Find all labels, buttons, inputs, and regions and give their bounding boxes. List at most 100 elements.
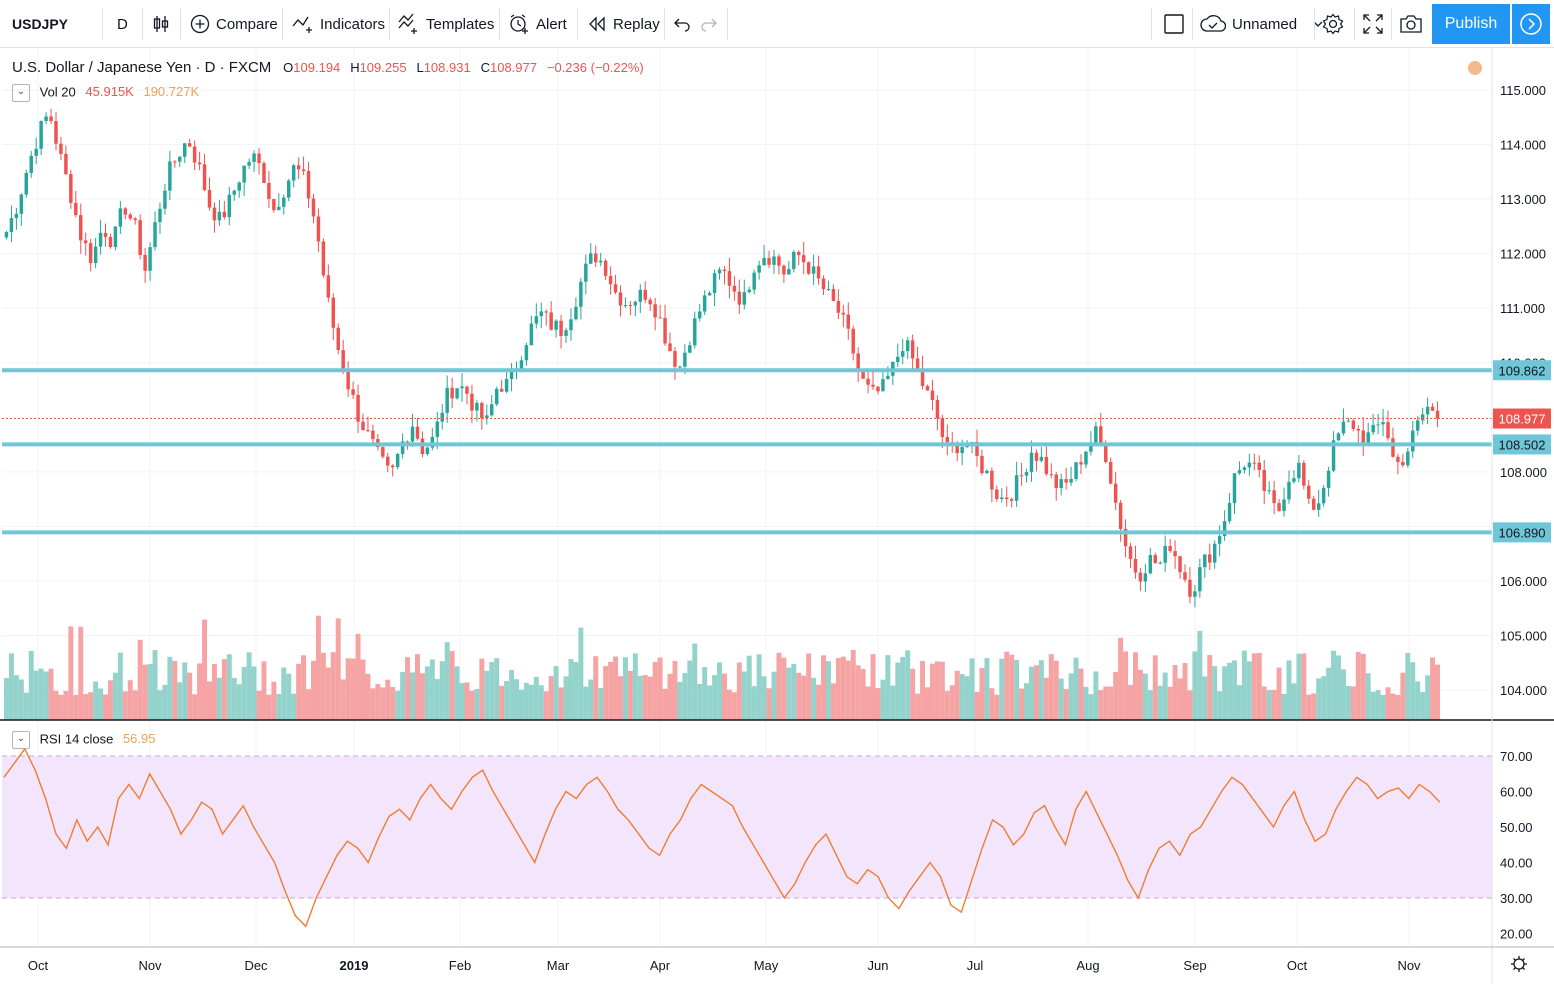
snapshot-button[interactable] [1399,0,1423,48]
volume-bar [320,652,326,720]
rsi-axis[interactable]: 70.00 60.00 50.00 40.00 30.00 20.00 [1500,749,1533,942]
candle-body [1430,406,1435,411]
compare-button[interactable]: Compare [190,0,278,48]
price-axis[interactable]: 115.000114.000113.000112.000111.000110.0… [1500,83,1547,698]
collapse-rsi-button[interactable]: ⌄ [12,731,30,749]
candle-body [267,182,271,200]
volume-bar [1098,690,1104,720]
candle-body [702,295,707,312]
candle-body [54,121,58,144]
price-chart[interactable]: 115.000114.000113.000112.000111.000110.0… [0,48,1554,984]
candle-body [1064,479,1068,483]
candle-body [554,320,558,330]
candle-body [14,213,19,219]
candle-body [445,387,449,413]
volume-bar [28,651,34,720]
candle-body [782,265,786,275]
candle-body [465,386,469,394]
volume-bar [306,689,312,720]
volume-bar [1306,694,1312,720]
candle-body [1094,426,1098,443]
candle-body [925,386,930,391]
undo-button[interactable] [673,0,691,48]
candle-body [1148,555,1153,574]
volume-name[interactable]: Vol 20 [39,84,76,100]
candle-body [633,301,638,306]
candle-body [93,246,98,264]
volume-bar [187,672,193,720]
candle-body [856,353,860,370]
settings-button[interactable] [1322,0,1344,48]
symbol-search[interactable]: USDJPY [12,16,69,32]
time-tick-label: May [754,958,779,973]
candle-body [846,314,851,329]
candle-body [242,165,246,183]
candle-body [395,453,400,468]
volume-bar [98,688,104,720]
top-toolbar: USDJPY D Compare Indicators Templates Al… [0,0,1554,48]
candle-body [440,412,444,422]
volume-bar [315,615,321,720]
volume-ma-value: 190.727K [143,84,200,100]
candle-body [425,447,430,455]
multi-layout-button[interactable] [1163,0,1185,48]
replay-button[interactable]: Replay [587,0,660,48]
redo-button[interactable] [700,0,718,48]
horizontal-levels[interactable] [2,368,1492,535]
volume-bar [1123,651,1129,720]
rsi-name[interactable]: RSI 14 close [39,731,114,747]
volume-bar [939,661,945,720]
templates-button[interactable]: Templates [398,0,494,48]
volume-bar [786,667,792,720]
volume-bar [202,619,208,720]
alert-button[interactable]: Alert [508,0,567,48]
settings-gear-corner[interactable] [1511,956,1527,972]
candle-body [1346,420,1351,422]
volume-bar [1192,651,1198,720]
candle-body [1425,406,1430,415]
layout-menu[interactable]: Unnamed [1200,0,1325,48]
publish-button[interactable]: Publish [1432,4,1510,44]
candle-body [1059,479,1063,489]
candle-body [336,327,340,351]
indicators-button[interactable]: Indicators [292,0,385,48]
last-price-box [1493,408,1551,429]
time-tick-label: Jun [868,958,889,973]
volume-bar [608,661,614,720]
candle-body [593,253,598,263]
fullscreen-button[interactable] [1362,0,1384,48]
candle-body [410,426,415,442]
play-circle-icon [1520,13,1542,35]
candle-body [930,390,935,401]
volume-bar [1375,690,1381,720]
volume-bar [1147,690,1153,720]
candle-body [915,358,920,369]
time-tick-label: Apr [650,958,671,973]
candle-body [108,237,113,248]
candle-body [1089,442,1093,452]
candle-body [1168,546,1172,552]
candle-body [1321,487,1326,504]
candle-body [1183,572,1187,580]
volume-bar [588,679,594,720]
chart-title[interactable]: U.S. Dollar / Japanese Yen · D · FXCM [12,59,272,76]
candle-body [613,284,618,293]
candle-body [1000,497,1004,500]
collapse-legend-button[interactable]: ⌄ [12,84,30,102]
candle-body [1054,474,1058,489]
volume-bar [132,690,138,720]
candle-body [1138,572,1143,582]
chart-style-button[interactable] [151,0,171,48]
candle-body [712,273,717,293]
volume-bar [632,653,638,720]
volume-bar [1435,664,1440,720]
candle-body [1267,490,1271,492]
ohlc-change: −0.236 (−0.22%) [546,60,644,75]
volume-bar [1286,660,1292,720]
volume-bar [603,666,609,720]
interval-selector[interactable]: D [117,15,128,33]
time-axis[interactable]: Oct Nov Dec 2019 Feb Mar Apr May Jun Jul Aug Sep Oct… [28,958,1421,973]
candle-body [1247,462,1252,468]
publish-menu-button[interactable] [1512,4,1550,44]
candle-body [1420,414,1425,421]
